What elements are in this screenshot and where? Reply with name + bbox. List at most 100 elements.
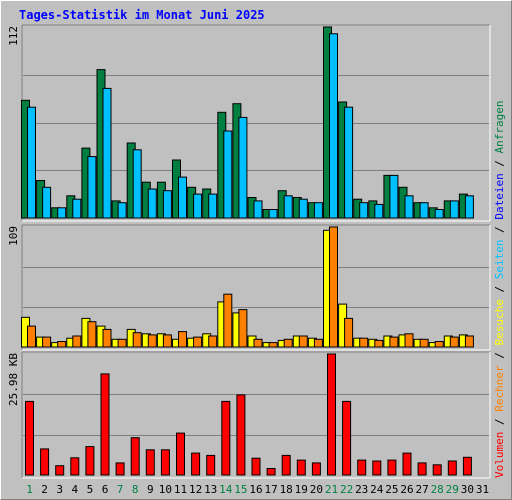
x-tick-label-day-11: 11 <box>174 483 187 496</box>
bar-besuche-day-9 <box>147 334 157 348</box>
bar-volumen-day-20 <box>311 462 321 476</box>
bar-besuche-day-17 <box>268 342 278 348</box>
legend-item-dateien: Dateien <box>493 173 506 219</box>
bar-dateien-day-12 <box>193 193 203 219</box>
legend-vertical: Volumen / Rechner / Besuche / Seiten / D… <box>493 100 506 478</box>
bar-dateien-day-20 <box>313 202 323 219</box>
x-tick-label-day-20: 20 <box>310 483 323 496</box>
bar-dateien-day-24 <box>374 203 384 219</box>
x-tick-label-day-9: 9 <box>147 483 154 496</box>
bar-besuche-day-11 <box>178 331 187 348</box>
x-tick-label-day-15: 15 <box>234 483 247 496</box>
bar-besuche-day-24 <box>374 339 384 348</box>
x-tick-label-day-24: 24 <box>370 483 384 496</box>
bar-besuche-day-26 <box>404 333 414 348</box>
legend-separator: / <box>493 346 506 366</box>
x-tick-label-day-29: 29 <box>446 483 459 496</box>
y-axis-max-label-requests: 112 <box>7 26 20 46</box>
bar-volumen-day-15 <box>236 394 246 476</box>
x-tick-label-day-25: 25 <box>385 483 398 496</box>
x-tick-label-day-19: 19 <box>295 483 308 496</box>
bar-volumen-day-28 <box>432 464 442 476</box>
bar-volumen-day-13 <box>206 454 216 476</box>
x-tick-label-day-6: 6 <box>102 483 109 496</box>
x-tick-label-day-5: 5 <box>87 483 94 496</box>
bar-volumen-day-30 <box>462 456 472 476</box>
x-tick-label-day-26: 26 <box>400 483 413 496</box>
x-tick-label-day-22: 22 <box>340 483 353 496</box>
bar-dateien-day-1 <box>27 106 36 219</box>
bar-volumen-day-22 <box>342 400 352 476</box>
bar-volumen-day-21 <box>327 353 336 476</box>
bar-volumen-day-26 <box>402 452 412 476</box>
bar-dateien-day-14 <box>223 130 233 219</box>
x-tick-label-day-28: 28 <box>431 483 444 496</box>
bar-besuche-day-8 <box>132 332 142 348</box>
bar-dateien-day-10 <box>162 190 172 219</box>
x-tick-label-day-16: 16 <box>249 483 262 496</box>
x-tick-label-day-8: 8 <box>132 483 139 496</box>
bar-besuche-day-19 <box>298 335 308 348</box>
x-tick-label-day-23: 23 <box>355 483 368 496</box>
legend-item-volumen: Volumen <box>493 432 506 478</box>
bar-besuche-day-22 <box>344 317 354 348</box>
bar-dateien-day-27 <box>419 202 429 219</box>
x-tick-label-day-30: 30 <box>461 483 474 496</box>
bar-volumen-day-8 <box>130 437 140 476</box>
bar-dateien-day-8 <box>132 149 142 219</box>
bar-besuche-day-7 <box>117 338 127 348</box>
bar-besuche-day-29 <box>449 336 459 348</box>
x-tick-label-day-18: 18 <box>280 483 293 496</box>
bar-volumen-day-24 <box>372 460 382 476</box>
bar-volumen-day-1 <box>25 400 34 476</box>
bar-besuche-day-27 <box>419 338 429 348</box>
bar-dateien-day-28 <box>434 209 444 219</box>
bar-besuche-day-4 <box>72 335 82 348</box>
bar-besuche-day-21 <box>329 226 338 348</box>
x-tick-label-day-12: 12 <box>189 483 202 496</box>
bar-dateien-day-6 <box>102 87 112 219</box>
y-axis-max-label-volume: 25.98 KB <box>7 353 20 406</box>
bar-volumen-day-29 <box>447 460 457 476</box>
bar-dateien-day-18 <box>283 195 293 219</box>
bar-dateien-day-19 <box>298 198 308 219</box>
bar-volumen-day-23 <box>357 459 367 476</box>
x-tick-label-day-2: 2 <box>41 483 48 496</box>
bar-dateien-day-29 <box>449 200 459 219</box>
x-tick-label-day-21: 21 <box>325 483 338 496</box>
bar-dateien-day-30 <box>464 195 474 219</box>
bar-volumen-day-5 <box>85 446 95 476</box>
bar-dateien-day-21 <box>329 33 338 219</box>
bar-besuche-day-2 <box>42 336 52 348</box>
panel-background-volume <box>22 352 490 478</box>
x-tick-label-day-10: 10 <box>159 483 172 496</box>
bar-volumen-day-7 <box>115 462 125 476</box>
bar-dateien-day-17 <box>268 209 278 219</box>
bar-volumen-day-6 <box>100 373 110 476</box>
bar-besuche-day-13 <box>208 335 218 348</box>
bar-dateien-day-13 <box>208 193 218 219</box>
bar-besuche-day-23 <box>359 337 369 348</box>
x-tick-label-day-14: 14 <box>219 483 233 496</box>
bar-dateien-day-25 <box>389 174 399 219</box>
bar-volumen-day-11 <box>176 432 185 476</box>
chart-title: Tages-Statistik im Monat Juni 2025 <box>19 8 265 22</box>
x-tick-label-day-3: 3 <box>56 483 63 496</box>
bar-volumen-day-18 <box>281 454 291 476</box>
bar-besuche-day-20 <box>313 338 323 348</box>
legend-separator: / <box>493 220 506 240</box>
bar-besuche-day-15 <box>238 309 248 348</box>
bar-besuche-day-1 <box>27 325 36 348</box>
x-tick-label-day-4: 4 <box>71 483 78 496</box>
bar-volumen-day-27 <box>417 462 427 476</box>
bar-besuche-day-18 <box>283 338 293 348</box>
bar-dateien-day-4 <box>72 198 82 219</box>
legend-item-seiten: Seiten <box>493 240 506 280</box>
bar-dateien-day-16 <box>253 200 263 219</box>
bar-volumen-day-2 <box>40 448 50 476</box>
legend-separator: / <box>493 279 506 299</box>
bar-dateien-day-7 <box>117 202 127 219</box>
x-tick-label-day-7: 7 <box>117 483 124 496</box>
x-tick-label-day-27: 27 <box>415 483 428 496</box>
